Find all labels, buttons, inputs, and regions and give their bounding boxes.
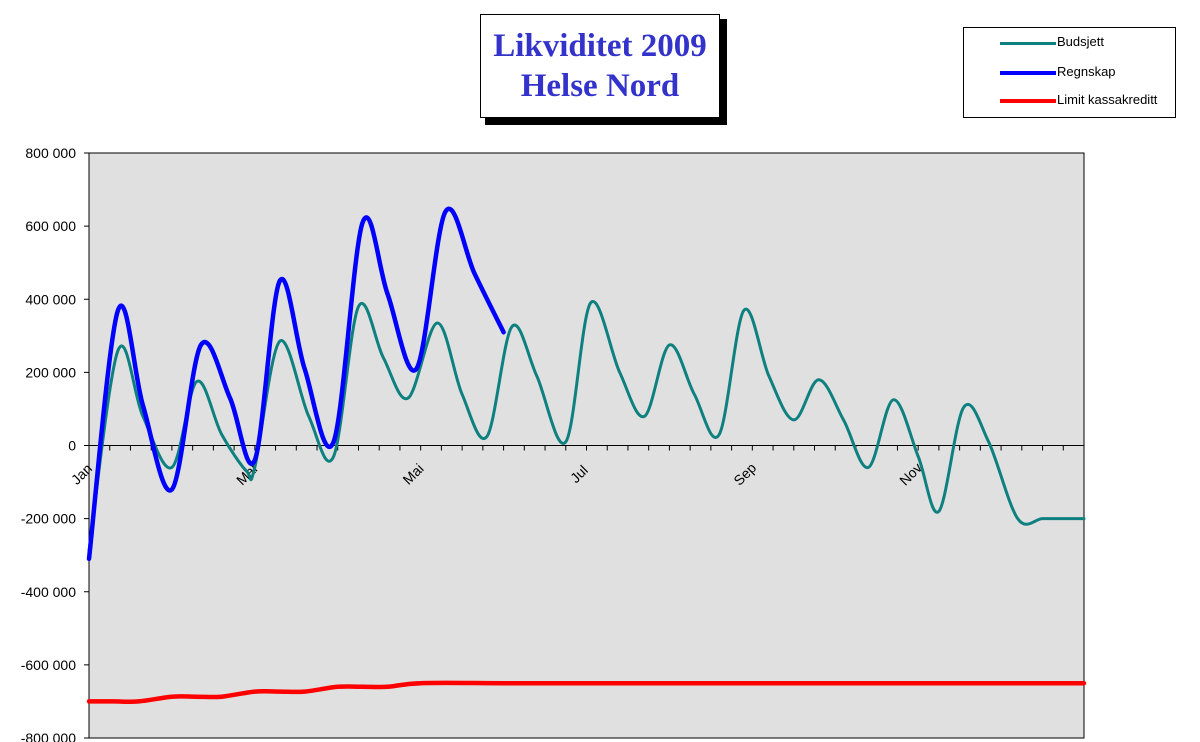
legend-swatch-limit — [1000, 99, 1056, 103]
chart-title-line-2: Helse Nord — [520, 68, 680, 104]
y-tick-label: -600 000 — [21, 657, 76, 673]
chart-title-line-1: Likviditet 2009 — [493, 28, 707, 64]
chart-title-box: Likviditet 2009 Helse Nord — [480, 14, 720, 118]
y-axis: -800 000 -600 000 -400 000 -200 000 0 200 000… — [21, 145, 90, 742]
series-budsjett-line — [87, 300, 1086, 553]
series-regnskap-line — [86, 206, 506, 562]
legend-label-budsjett: Budsjett — [1057, 34, 1104, 49]
y-tick-label: 200 000 — [25, 364, 76, 380]
y-tick-label: -800 000 — [21, 730, 76, 742]
series-layer — [86, 206, 1087, 705]
y-tick-label: 0 — [68, 438, 76, 454]
legend: Budsjett Regnskap Limit kassakreditt — [963, 27, 1176, 118]
legend-swatch-budsjett — [1000, 42, 1056, 45]
legend-label-regnskap: Regnskap — [1057, 64, 1116, 79]
legend-swatch-regnskap — [1000, 71, 1056, 75]
y-tick-label: -400 000 — [21, 584, 76, 600]
series-limit-kassakreditt-line — [86, 680, 1087, 705]
y-tick-label: 600 000 — [25, 218, 76, 234]
legend-label-limit: Limit kassakreditt — [1057, 92, 1158, 107]
y-tick-label: -200 000 — [21, 511, 76, 527]
y-tick-label: 400 000 — [25, 291, 76, 307]
y-tick-label: 800 000 — [25, 145, 76, 161]
